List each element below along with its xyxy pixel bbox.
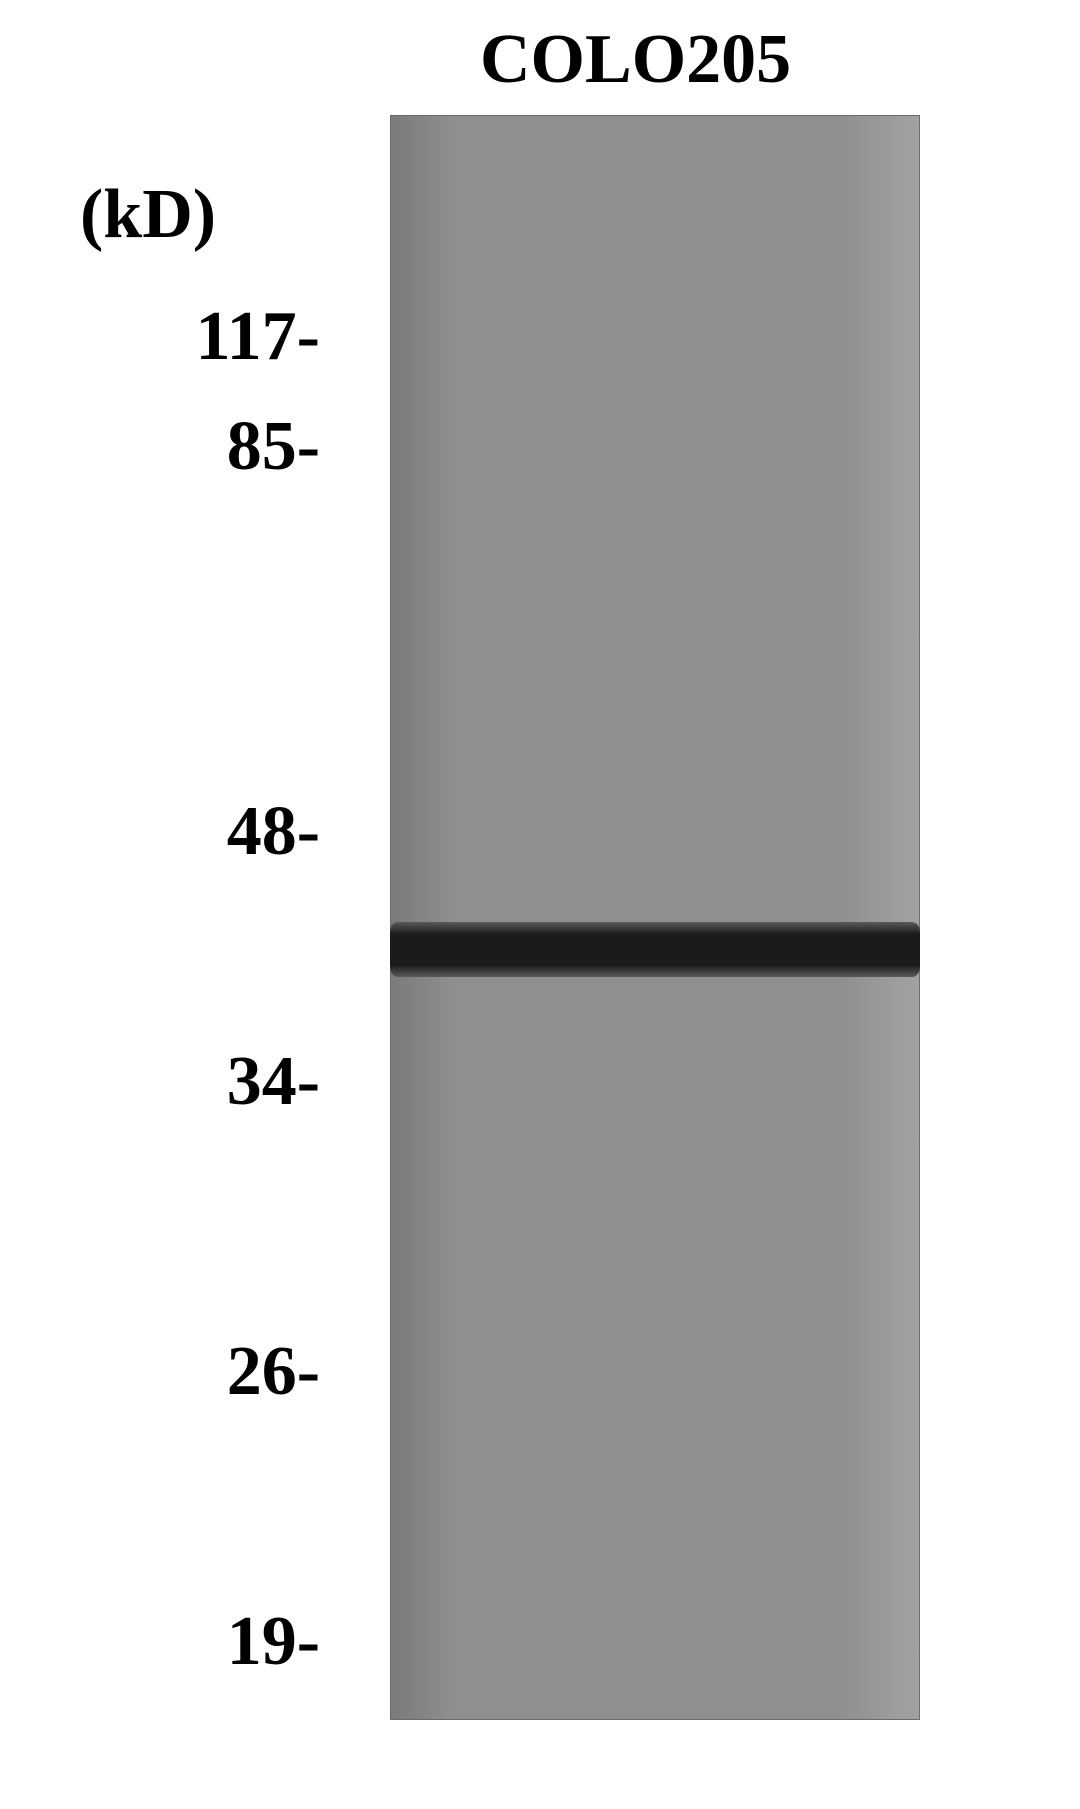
protein-band: [390, 922, 920, 977]
marker-label: 85-: [227, 407, 320, 487]
marker-label: 48-: [227, 792, 320, 872]
unit-label-kd: (kD): [80, 175, 216, 255]
marker-label: 19-: [227, 1602, 320, 1682]
marker-label: 34-: [227, 1042, 320, 1122]
blot-canvas: COLO205 (kD) 117- 85- 48- 34- 26- 19-: [0, 0, 1080, 1809]
marker-label: 117-: [196, 297, 320, 377]
marker-label: 26-: [227, 1332, 320, 1412]
lane-header: COLO205: [480, 20, 791, 100]
blot-lane: [390, 115, 920, 1720]
